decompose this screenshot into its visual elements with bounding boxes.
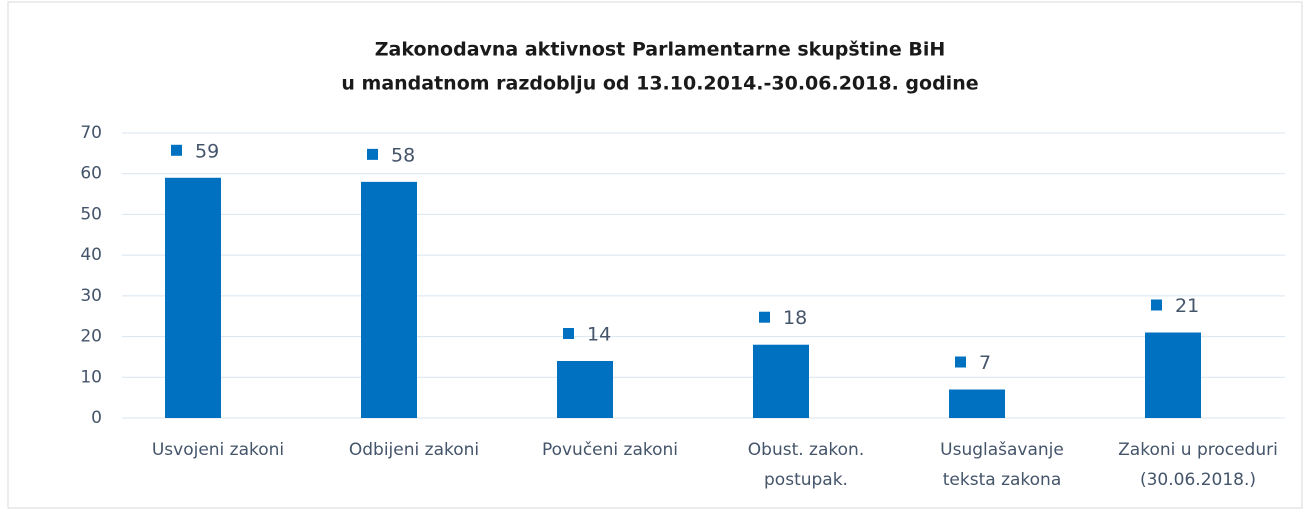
bar [361, 181, 417, 418]
x-tick-label: Povučeni zakoni [542, 440, 678, 460]
label-marker [171, 144, 182, 156]
x-tick-label: (30.06.2018.) [1140, 470, 1256, 490]
x-tick-label: Usuglašavanje [940, 440, 1064, 460]
x-tick-label: teksta zakona [943, 470, 1062, 490]
y-tick-label: 70 [80, 123, 102, 143]
chart-title: u mandatnom razdoblju od 13.10.2014.-30.… [341, 73, 978, 95]
data-label: 58 [391, 144, 415, 166]
bar [165, 177, 221, 418]
x-tick-label: postupak. [764, 470, 848, 490]
x-tick-label: Usvojeni zakoni [152, 440, 284, 460]
y-tick-label: 20 [80, 327, 102, 347]
x-tick-label: Obust. zakon. [748, 440, 864, 460]
y-tick-label: 60 [80, 164, 102, 184]
bar [753, 344, 809, 418]
data-label: 21 [1175, 295, 1199, 317]
y-tick-label: 50 [80, 204, 102, 224]
y-tick-label: 0 [91, 408, 102, 428]
bar [557, 361, 613, 418]
y-tick-label: 40 [80, 245, 102, 265]
data-label: 7 [979, 352, 991, 374]
label-marker [367, 148, 378, 160]
data-label: 59 [195, 140, 219, 162]
label-marker [1151, 299, 1162, 311]
label-marker [563, 328, 574, 339]
bar [1145, 332, 1201, 418]
x-tick-label: Odbijeni zakoni [349, 440, 479, 460]
data-label: 14 [587, 324, 611, 346]
chart-title: Zakonodavna aktivnost Parlamentarne skup… [375, 39, 946, 61]
y-tick-label: 10 [80, 367, 102, 387]
y-tick-label: 30 [80, 286, 102, 306]
data-label: 18 [783, 307, 807, 329]
x-tick-label: Zakoni u proceduri [1118, 440, 1278, 460]
label-marker [759, 311, 770, 323]
label-marker [955, 356, 966, 368]
bar [949, 389, 1005, 418]
